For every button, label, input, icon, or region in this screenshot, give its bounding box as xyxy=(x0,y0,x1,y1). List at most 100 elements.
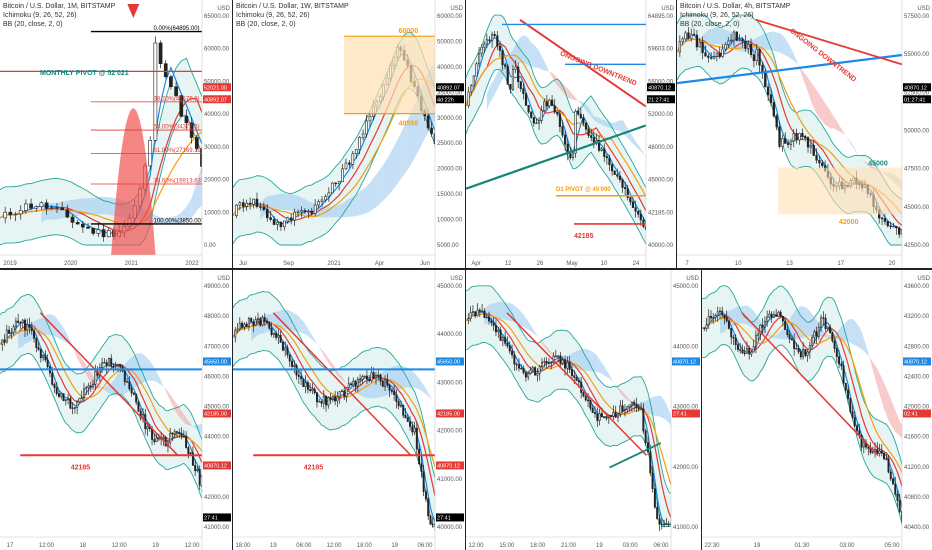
chart-panel-p7[interactable]: USD 45000.00 44000.00 43000.00 42000.00 41000… xyxy=(466,270,701,550)
ichimoku-cloud-segment xyxy=(197,424,200,433)
candle-body xyxy=(266,320,269,323)
ichimoku-cloud-segment xyxy=(790,48,794,61)
candle-body xyxy=(547,362,550,364)
ichimoku-cloud-segment xyxy=(867,163,871,168)
chart-panel-p5[interactable]: USD 49000.00 48000.00 47000.00 46000.00 45000… xyxy=(0,270,232,550)
ichimoku-cloud-segment xyxy=(716,27,720,45)
chart-panel-p6[interactable]: USD 45000.00 44000.00 43000.00 42000.00 41000… xyxy=(233,270,465,550)
ichimoku-cloud-segment xyxy=(796,60,800,68)
uptrend-line xyxy=(466,124,647,190)
candle-body xyxy=(616,174,619,177)
ichimoku-cloud-segment xyxy=(862,158,865,163)
chart-panel-p4[interactable]: USD 57500.00 55000.00 52500.00 50000.00 47500… xyxy=(677,0,932,268)
candle-body xyxy=(883,218,887,222)
ichimoku-cloud-segment xyxy=(516,307,519,325)
ichimoku-cloud-segment xyxy=(705,29,709,49)
ichimoku-cloud-segment xyxy=(622,391,625,399)
chart-panel-p8[interactable]: USD 43600.00 43200.00 42800.00 42400.00 42000… xyxy=(702,270,932,550)
x-tick-label: 12:00 xyxy=(39,543,55,549)
ichimoku-cloud-segment xyxy=(657,395,660,417)
ichimoku-cloud-segment xyxy=(90,372,94,386)
candle-body xyxy=(718,52,721,58)
candle-body xyxy=(605,156,608,159)
chart-panel-p3[interactable]: USD 64895.00 59603.00 56000.00 52000.00 48000… xyxy=(466,0,676,268)
ichimoku-cloud-segment xyxy=(798,306,801,339)
parabolic-arc xyxy=(111,108,156,255)
candle-body xyxy=(763,321,766,328)
price-box xyxy=(672,409,700,418)
candle-body xyxy=(275,332,278,338)
ichimoku-cloud-segment xyxy=(588,349,591,372)
y-axis-bg xyxy=(202,0,232,268)
candle-body xyxy=(488,316,491,322)
chart-svg-p2: USD 60000.00 50000.00 40000.00 35000.00 30000… xyxy=(233,0,465,268)
candle-body xyxy=(788,334,791,340)
candle-body xyxy=(265,209,269,219)
tenkan-line xyxy=(466,36,647,223)
candle-body xyxy=(418,448,421,464)
ichimoku-cloud-segment xyxy=(284,193,288,211)
ichimoku-cloud-segment xyxy=(599,359,602,375)
candle-body xyxy=(151,428,154,440)
candle-body xyxy=(806,137,810,148)
candle-body xyxy=(397,401,400,407)
candle-body xyxy=(55,207,59,209)
candle-body xyxy=(531,367,534,371)
candle-body xyxy=(345,387,348,397)
ichimoku-cloud-segment xyxy=(539,50,542,70)
chart-svg-p1: 0.00%(64895.00) 38.20%(41575.8) 50.00%(343… xyxy=(0,0,232,268)
unit-label: USD xyxy=(661,6,674,12)
ichimoku-cloud-segment xyxy=(544,344,547,350)
candle-body xyxy=(114,365,117,368)
ichimoku-cloud-segment xyxy=(165,217,171,224)
ichimoku-cloud-segment xyxy=(40,316,44,336)
candle-body xyxy=(750,351,753,355)
chart-annotation: ONGOING DOWNTREND xyxy=(559,50,638,87)
ichimoku-cloud-segment xyxy=(615,384,619,390)
candle-body xyxy=(582,392,585,397)
candle-body xyxy=(608,157,611,166)
candle-body xyxy=(169,76,173,88)
candle-body xyxy=(849,398,852,413)
candle-body xyxy=(642,408,645,432)
candle-body xyxy=(306,210,310,213)
candle-body xyxy=(338,391,341,398)
ichimoku-cloud-segment xyxy=(79,355,82,367)
candle-body xyxy=(12,326,15,333)
ichimoku-cloud-segment xyxy=(277,193,281,211)
ichimoku-cloud-segment xyxy=(544,61,547,71)
ichimoku-cloud-segment xyxy=(152,364,155,382)
ichimoku-cloud-segment xyxy=(349,196,353,217)
ichimoku-cloud-segment xyxy=(502,302,506,320)
candle-body xyxy=(139,410,142,419)
candle-body xyxy=(354,380,357,387)
x-tick-label: Apr xyxy=(375,261,384,267)
price-box xyxy=(436,409,464,418)
x-tick-label: 13 xyxy=(786,261,793,267)
candle-body xyxy=(488,39,491,42)
ichimoku-cloud-segment xyxy=(82,198,89,215)
basis-line xyxy=(233,322,436,468)
price-box-label: 40892.07 xyxy=(204,97,227,103)
candle-body xyxy=(289,217,293,221)
candle-body xyxy=(880,217,884,220)
candle-body xyxy=(5,329,8,343)
chart-panel-p1[interactable]: 0.00%(64895.00) 38.20%(41575.8) 50.00%(343… xyxy=(0,0,232,268)
candle-body xyxy=(759,324,762,335)
unit-label: USD xyxy=(917,276,930,282)
ichimoku-cloud-segment xyxy=(312,335,315,342)
ichimoku-cloud-segment xyxy=(630,132,633,144)
candle-body xyxy=(272,332,275,335)
chart-panel-p2[interactable]: USD 60000.00 50000.00 40000.00 35000.00 30000… xyxy=(233,0,465,268)
candle-body xyxy=(361,376,364,380)
candle-body xyxy=(732,31,736,41)
candle-body xyxy=(372,372,375,379)
bb-lower-line xyxy=(0,113,203,246)
candle-body xyxy=(730,328,733,338)
ichimoku-cloud-segment xyxy=(161,380,164,387)
candle-body xyxy=(427,498,430,517)
ichimoku-cloud-segment xyxy=(592,351,595,372)
ichimoku-cloud-segment xyxy=(528,321,531,332)
ichimoku-cloud-segment xyxy=(321,349,324,356)
candle-body xyxy=(775,115,778,128)
